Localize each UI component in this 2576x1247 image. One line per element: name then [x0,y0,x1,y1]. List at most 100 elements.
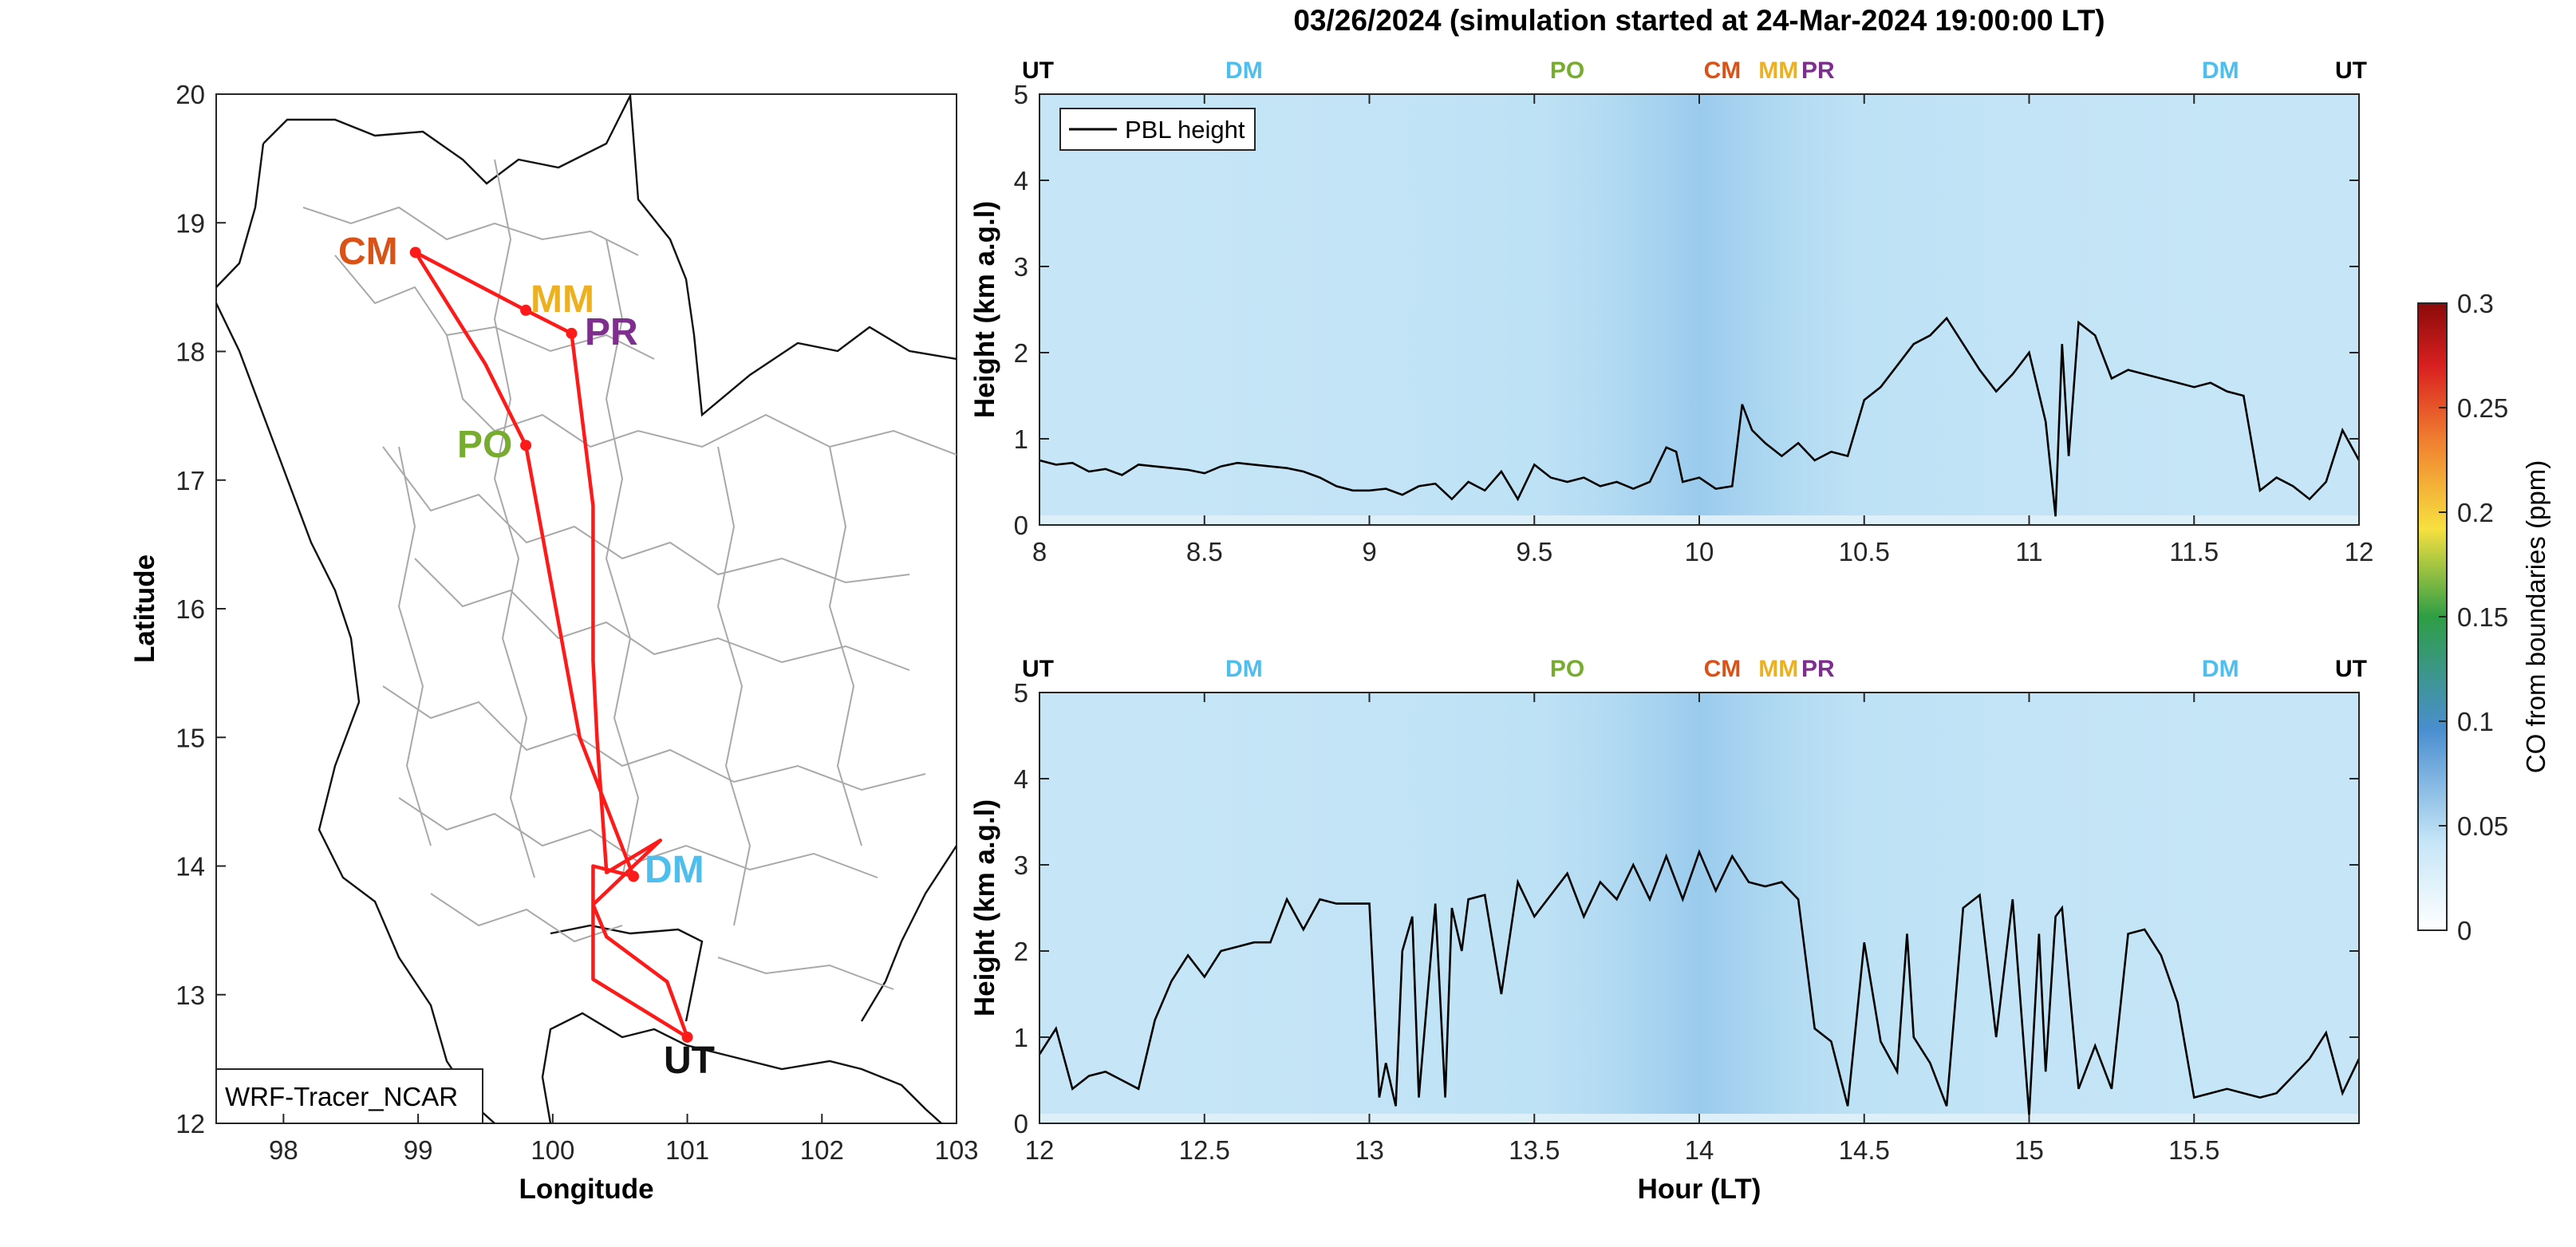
map-panel: CM MM PR PO DM UT WRF-Tracer_NCAR 98 99 10… [129,80,979,1205]
map-y-tick-label: 18 [176,337,205,367]
map-y-tick-label: 20 [176,80,205,109]
y-tick-label: 3 [1014,850,1028,880]
upper-x-tick-labels: 8 8.5 9 9.5 10 10.5 11 11.5 12 [1032,537,2374,566]
upper-field-shading [1039,94,2359,525]
upper-pbl-line [1039,316,2359,517]
y-tick-label: 2 [1014,338,1028,368]
station-dot-cm [409,247,421,258]
map-x-tick-label: 98 [269,1135,298,1165]
x-tick-label: 13 [1355,1135,1384,1165]
station-tag-ut: UT [2335,57,2367,84]
station-tag-ut: UT [2335,656,2367,682]
station-tag-cm: CM [1704,57,1742,84]
colorbar-tick-label: 0.1 [2457,707,2494,736]
lower-y-tick-labels: 0 1 2 3 4 5 [1014,678,1028,1138]
station-dot-ut [681,1031,693,1043]
station-label-ut: UT [664,1040,715,1082]
lower-panel: UT DM PO CM MM PR DM UT 12 12.5 13 13.5 14 14.5 15 15.… [969,656,2367,1205]
lower-frame [1039,692,2360,1124]
map-y-tick-label: 16 [176,594,205,624]
lower-field-shading [1039,693,2359,1123]
station-tag-po: PO [1550,57,1584,84]
map-y-ticks: 12 13 14 15 16 17 18 19 20 [176,80,226,1138]
upper-panel: UT DM PO CM MM PR DM UT 8 8.5 9 9.5 10 10.5 11 11.5 12 … [969,57,2373,566]
upper-y-axis-label: Height (km a.g.l) [969,201,1000,418]
x-tick-label: 14.5 [1839,1135,1890,1165]
x-tick-label: 12.5 [1179,1135,1230,1165]
x-tick-label: 15 [2014,1135,2044,1165]
lower-x-tick-labels: 12 12.5 13 13.5 14 14.5 15 15.5 [1025,1135,2220,1165]
figure-title: 03/26/2024 (simulation started at 24-Mar… [1293,4,2105,37]
station-tag-dm: DM [1225,656,1263,682]
legend-label: PBL height [1125,116,1245,144]
station-label-mm: MM [531,278,594,321]
map-y-tick-label: 19 [176,208,205,238]
map-y-tick-label: 13 [176,981,205,1010]
station-tag-po: PO [1550,656,1584,682]
station-tag-mm: MM [1758,57,1798,84]
country-outline [216,94,957,1123]
lower-x-axis-label: Hour (LT) [1638,1174,1761,1205]
colorbar-tick-label: 0.15 [2457,602,2508,632]
y-tick-label: 4 [1014,764,1028,794]
x-tick-label: 13.5 [1509,1135,1560,1165]
map-x-ticks: 98 99 100 101 102 103 [269,1114,979,1165]
y-tick-label: 0 [1014,1109,1028,1138]
station-tag-ut: UT [1022,656,1054,682]
y-tick-label: 5 [1014,80,1028,109]
x-tick-label: 15.5 [2168,1135,2219,1165]
x-tick-label: 12 [2345,537,2374,566]
model-label: WRF-Tracer_NCAR [225,1082,458,1111]
x-tick-label: 9.5 [1516,537,1552,566]
x-tick-label: 8.5 [1186,537,1223,566]
lower-pbl-line [1039,849,2359,1115]
map-y-tick-label: 15 [176,723,205,752]
station-label-cm: CM [338,231,398,273]
station-tag-dm: DM [2202,57,2239,84]
map-x-tick-label: 101 [665,1135,709,1165]
model-label-box [215,1068,483,1124]
map-y-tick-label: 17 [176,466,205,495]
x-tick-label: 14 [1685,1135,1714,1165]
x-tick-label: 10.5 [1839,537,1890,566]
station-tag-dm: DM [2202,656,2239,682]
colorbar-label: CO from boundaries (ppm) [2521,460,2550,773]
colorbar-tick-label: 0.05 [2457,811,2508,841]
map-y-tick-label: 12 [176,1109,205,1138]
y-tick-label: 4 [1014,166,1028,195]
station-tag-mm: MM [1758,656,1798,682]
colorbar-tick-label: 0 [2457,916,2471,945]
station-tag-cm: CM [1704,656,1742,682]
y-tick-label: 3 [1014,252,1028,282]
lower-station-labels: UT DM PO CM MM PR DM UT [1022,656,2367,682]
map-y-tick-label: 14 [176,852,205,882]
legend: PBL height [1059,108,1256,151]
x-tick-label: 11.5 [2169,537,2219,566]
station-tag-dm: DM [1225,57,1263,84]
station-dot-pr [566,327,578,339]
station-markers [409,247,693,1043]
station-label-po: PO [457,424,512,466]
colorbar-tick-label: 0.3 [2457,289,2494,318]
station-dot-mm [520,304,532,316]
station-dot-dm [628,870,640,882]
coast-line [550,924,704,1022]
x-tick-label: 12 [1025,1135,1055,1165]
colorbar: 0 0.05 0.1 0.15 0.2 0.25 0.3 CO from boundarie… [2417,289,2550,945]
upper-y-tick-labels: 0 1 2 3 4 5 [1014,80,1028,540]
map-y-axis-label: Latitude [129,554,160,663]
map-x-tick-label: 103 [934,1135,978,1165]
station-tag-ut: UT [1022,57,1054,84]
map-boundaries [216,94,957,1123]
upper-station-labels: UT DM PO CM MM PR DM UT [1022,57,2367,84]
y-tick-label: 5 [1014,678,1028,708]
colorbar-tick-label: 0.2 [2457,498,2494,527]
map-x-axis-label: Longitude [519,1174,653,1205]
colorbar-tick-label: 0.25 [2457,393,2508,423]
map-x-tick-label: 100 [531,1135,574,1165]
y-tick-label: 1 [1014,424,1028,454]
x-tick-label: 10 [1685,537,1714,566]
station-tag-pr: PR [1801,57,1835,84]
province-lines [302,159,957,990]
